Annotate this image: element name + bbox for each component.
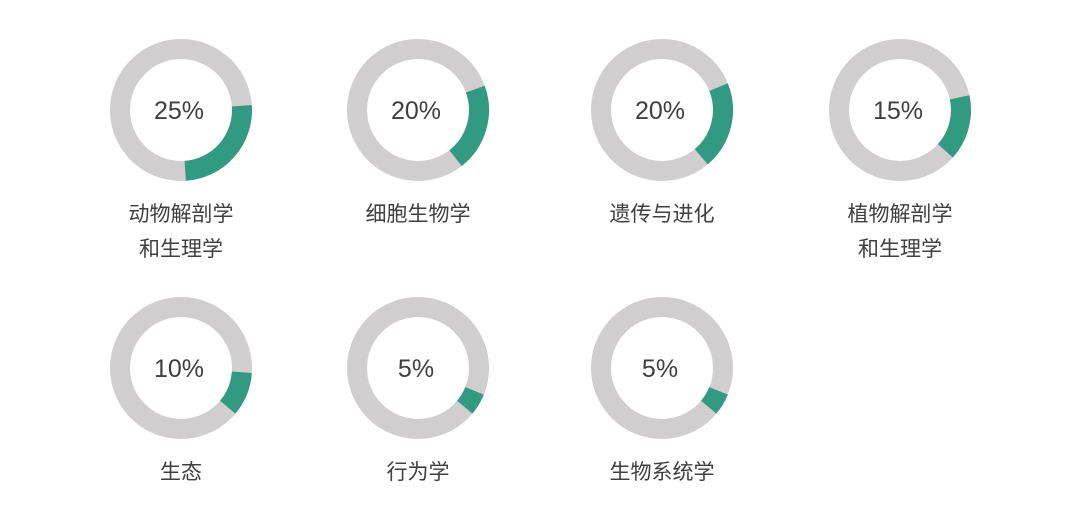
- donut: 5%: [347, 297, 489, 439]
- donut-value-arc: [219, 371, 252, 414]
- donut-value-arc: [456, 386, 484, 414]
- donut: 20%: [591, 39, 733, 181]
- donut-value-label: 5%: [642, 355, 678, 383]
- donut-track: [347, 297, 489, 439]
- donut-value-label: 15%: [873, 97, 923, 125]
- donut-value-label: 25%: [154, 97, 204, 125]
- donut-value-arc: [449, 85, 489, 166]
- donut-category-label: 生态: [160, 460, 202, 484]
- donut: 5%: [591, 297, 733, 439]
- donut: 25%: [110, 39, 252, 181]
- donut-value-label: 10%: [154, 355, 204, 383]
- donut-value-arc: [937, 95, 971, 158]
- donut-value-label: 20%: [635, 97, 685, 125]
- donut-category-label: 遗传与进化: [609, 202, 715, 226]
- donut-track: [591, 297, 733, 439]
- donut-value-label: 5%: [398, 355, 434, 383]
- donut-category-label: 植物解剖学 和生理学: [847, 202, 953, 261]
- donut-value-arc: [184, 105, 252, 181]
- donut-category-label: 行为学: [386, 460, 450, 484]
- donut-value-arc: [694, 83, 733, 165]
- donut-category-label: 生物系统学: [609, 460, 715, 484]
- donut: 20%: [347, 39, 489, 181]
- donut-value-label: 20%: [391, 97, 441, 125]
- donut-value-arc: [700, 386, 728, 414]
- donut: 10%: [110, 297, 252, 439]
- donut-category-label: 动物解剖学 和生理学: [128, 202, 234, 261]
- donut: 15%: [829, 39, 971, 181]
- donut-track: [110, 297, 252, 439]
- donut-category-label: 细胞生物学: [365, 202, 471, 226]
